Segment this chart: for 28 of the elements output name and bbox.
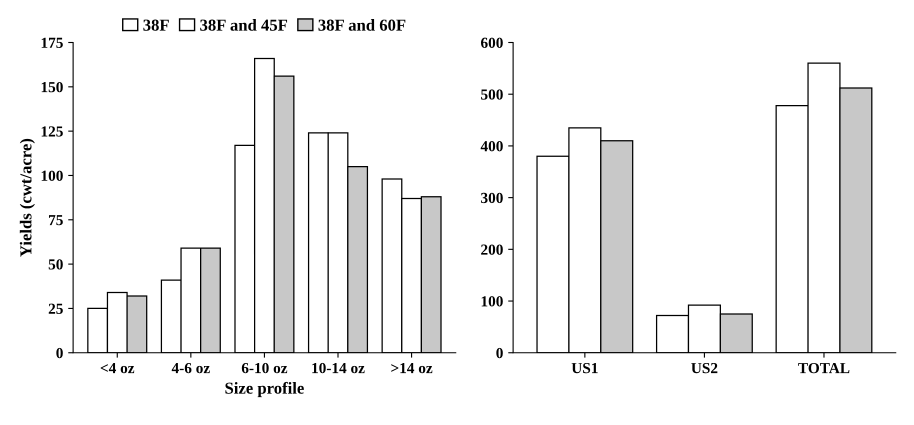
x-tick-label: 10-14 oz [312, 362, 365, 374]
x-axis-title: Size profile [225, 382, 304, 398]
y-tick-label: 200 [481, 244, 503, 255]
legend-label: 38F [143, 20, 169, 31]
y-tick-label: 125 [42, 126, 63, 137]
y-tick-label: 75 [48, 215, 63, 226]
x-tick-label: US2 [691, 362, 718, 374]
x-tick-label: TOTAL [798, 362, 850, 374]
x-tick-label: 6-10 oz [242, 362, 288, 374]
y-tick-label: 100 [42, 170, 63, 181]
y-tick-label: 400 [480, 141, 503, 152]
y-tick-label: 25 [48, 304, 63, 314]
y-tick-label: 0 [56, 348, 63, 358]
y-tick-label: 50 [48, 259, 63, 270]
y-tick-label: 300 [481, 192, 503, 204]
y-tick-label: 175 [42, 38, 63, 48]
x-tick-label: <4 oz [100, 363, 134, 374]
x-tick-label: US1 [572, 362, 598, 374]
y-tick-label: 0 [496, 348, 503, 358]
y-tick-label: 100 [482, 296, 503, 306]
y-tick-label: 500 [481, 89, 503, 100]
y-axis-title: Yields (cwt/acre) [20, 138, 35, 257]
y-tick-label: 600 [481, 38, 503, 48]
legend-label: 38F and 45F [200, 19, 288, 31]
x-tick-label: 4-6 oz [172, 362, 210, 374]
legend-label: 38F and 60F [318, 19, 406, 31]
x-tick-label: >14 oz [391, 362, 432, 374]
y-tick-label: 150 [42, 82, 63, 92]
